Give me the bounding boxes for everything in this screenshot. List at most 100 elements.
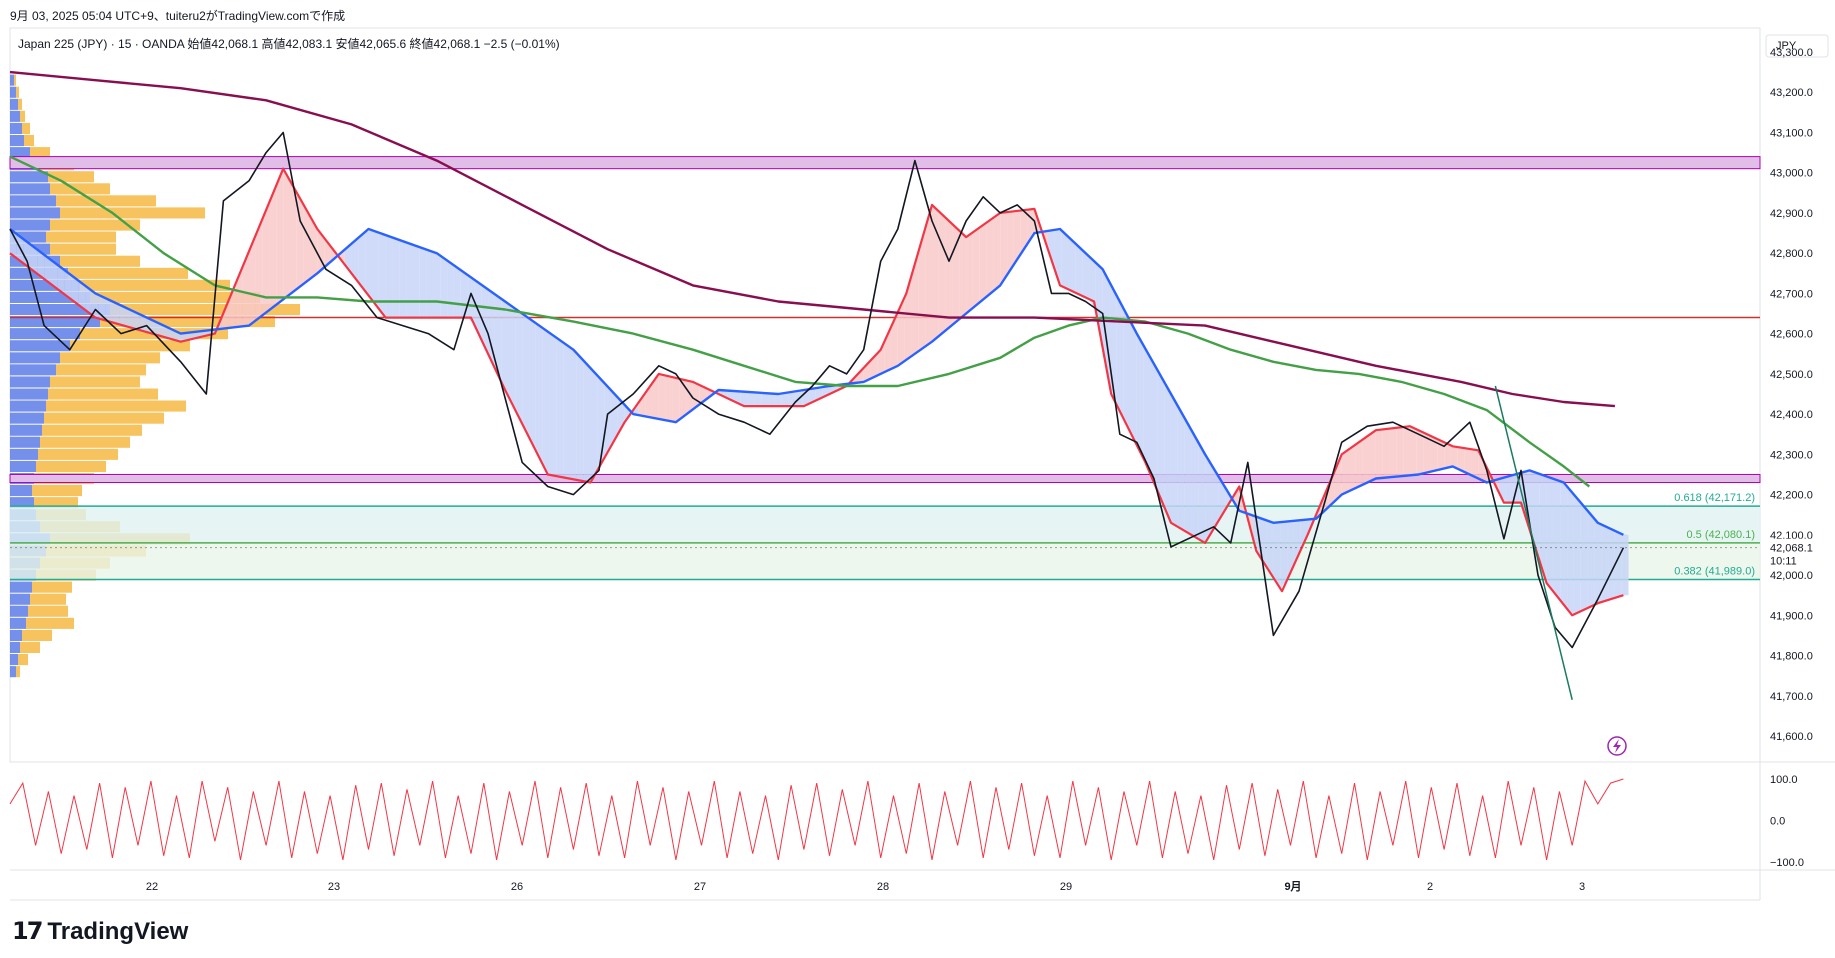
ma-fill-segment	[1553, 478, 1561, 601]
ma-fill-segment	[501, 299, 509, 397]
volume-profile-up-bar	[10, 605, 28, 617]
volume-profile-up-bar	[10, 74, 14, 86]
fib-label-0.5: 0.5 (42,080.1)	[1687, 529, 1756, 541]
ma-fill-segment	[371, 230, 379, 309]
trendline[interactable]	[1494, 385, 1573, 700]
volume-profile-down-bar	[46, 231, 116, 243]
ma-fill-segment	[1143, 345, 1151, 475]
ma-fill-segment	[1136, 333, 1144, 459]
ma-fill-segment	[768, 393, 775, 407]
volume-profile-up-bar	[10, 183, 50, 195]
ma-fill-segment	[37, 249, 45, 279]
ma-fill-segment	[1471, 449, 1479, 479]
oscillator-line[interactable]	[9, 778, 1624, 860]
ma-fill-segment	[276, 168, 284, 305]
ma-fill-segment	[863, 360, 871, 382]
last-price-label: 42,068.1	[1770, 543, 1813, 555]
ma-fill-segment	[1416, 429, 1424, 475]
moving-averages	[9, 70, 1624, 617]
brand[interactable]: 𝟭𝟳 TradingView	[12, 917, 188, 946]
ma-fill-segment	[563, 342, 570, 479]
ma-fill-segment	[1007, 211, 1014, 275]
ma-fill-segment	[1587, 510, 1595, 609]
ma-fill-segment	[1293, 520, 1301, 565]
ma-fill-segment	[1478, 450, 1486, 482]
ma-fill-segment	[774, 393, 782, 407]
volume-profile-up-bar	[10, 171, 48, 183]
ma-fill-segment	[105, 298, 113, 323]
currency-box[interactable]	[1765, 34, 1829, 58]
ma-fill-segment	[583, 360, 591, 483]
ma-fill-segment	[1211, 465, 1219, 532]
volume-profile-up-bar	[10, 485, 32, 497]
volume-profile-down-bar	[26, 617, 74, 629]
ma-fill-segment	[549, 332, 557, 477]
price-series	[9, 131, 1625, 649]
ma-fill-segment	[1000, 212, 1008, 286]
ma-fill-segment	[433, 251, 441, 318]
ma-fill-segment	[365, 230, 372, 300]
volume-profile-down-bar	[46, 400, 186, 412]
lightning-icon[interactable]	[1607, 736, 1627, 756]
volume-profile-down-bar	[24, 135, 34, 147]
time-tick-label: 29	[1060, 881, 1072, 893]
price-line[interactable]	[9, 131, 1625, 649]
fib-zone-lower	[10, 542, 1760, 580]
resistance_zone[interactable]	[9, 156, 1761, 170]
support_zone[interactable]	[9, 473, 1761, 484]
volume-profile-down-bar	[30, 593, 66, 605]
volume-profile-down-bar	[68, 267, 188, 279]
fast-ma-line[interactable]	[9, 167, 1624, 617]
volume-profile-up-bar	[10, 641, 20, 653]
ma-fill-segment	[604, 382, 611, 459]
ma-fill-segment	[1389, 427, 1397, 478]
ma-fill-segment	[884, 327, 891, 373]
long-ma-line[interactable]	[9, 70, 1615, 408]
symbol-legend[interactable]: Japan 225 (JPY) · 15 · OANDA 始値42,068.1 …	[18, 37, 560, 51]
ma-fill-segment	[918, 228, 926, 352]
ma-fill-segment	[1450, 445, 1458, 469]
volume-profile-down-bar	[30, 147, 50, 159]
price-tick-label: 41,800.0	[1770, 651, 1813, 663]
ma-fill-segment	[481, 284, 489, 354]
ma-fill-segment	[829, 385, 837, 394]
volume-profile-down-bar	[40, 436, 130, 448]
volume-profile-up-bar	[10, 340, 70, 352]
ma-fill-segment	[904, 275, 912, 362]
ma-fill-segment	[1170, 394, 1178, 527]
fibonacci-labels: 0.618 (42,171.2) 0.5 (42,080.1) 0.382 (41,…	[1674, 492, 1755, 577]
currency-label[interactable]: JPY	[1776, 40, 1797, 52]
price-tick-label: 42,300.0	[1770, 449, 1813, 461]
ma-fill-segment	[50, 259, 58, 290]
price-axis[interactable]: 43,300.0 43,200.0 43,100.0 43,000.0 42,900.0…	[10, 47, 1822, 743]
ma-fill-segment	[945, 217, 953, 331]
ma-fill-segment	[1075, 243, 1083, 296]
trendline-segment[interactable]	[1494, 385, 1573, 700]
volume-profile-down-bar	[56, 195, 156, 207]
ma-fill-segment	[542, 328, 550, 475]
ma-fill-segment	[890, 312, 898, 370]
ma-fill-segment	[1130, 320, 1137, 446]
volume-profile-down-bar	[110, 304, 300, 316]
ma-fill-segment	[351, 237, 359, 283]
price-tick-label: 43,000.0	[1770, 168, 1813, 180]
ma-fill-segment	[10, 229, 17, 259]
volume-profile-up-bar	[10, 581, 32, 593]
ma-fill-segment	[1328, 470, 1335, 508]
slow-ma-line[interactable]	[9, 155, 1591, 488]
ma-fill-segment	[23, 239, 31, 269]
ma-fill-segment	[1341, 449, 1349, 495]
ma-fill-segment	[979, 222, 987, 303]
ma-fill-segment	[440, 255, 448, 318]
ma-fill-segment	[986, 217, 994, 297]
ma-fill-segment	[132, 311, 140, 331]
price-tick-label: 41,700.0	[1770, 691, 1813, 703]
volume-profile-down-bar	[44, 412, 164, 424]
ma-fill-segment	[228, 284, 236, 329]
last-price-badge[interactable]	[1762, 538, 1822, 569]
mid-ma-line[interactable]	[9, 227, 1624, 536]
time-axis[interactable]: 22 23 26 27 28 29 9月 2 3	[146, 880, 1585, 893]
ma-fill-segment	[1403, 426, 1410, 476]
volume-profile-up-bar	[10, 316, 100, 328]
